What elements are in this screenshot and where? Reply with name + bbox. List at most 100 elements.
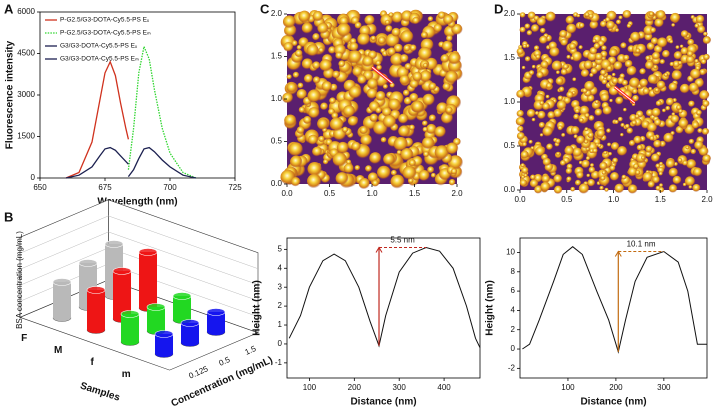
afm-grain bbox=[592, 148, 598, 154]
x-axis-title: Wavelength (nm) bbox=[97, 197, 177, 208]
afm-grain bbox=[526, 30, 533, 36]
afm-grain bbox=[572, 77, 577, 82]
bar bbox=[53, 282, 71, 318]
afm-grain bbox=[673, 51, 683, 60]
concentration-label: 0.125 bbox=[187, 364, 209, 381]
afm-grain bbox=[626, 127, 634, 135]
afm-grain bbox=[562, 63, 569, 70]
afm-grain bbox=[318, 47, 325, 54]
afm-grain bbox=[645, 145, 653, 153]
afm-grain bbox=[516, 132, 525, 141]
x-tick-label: 1.5 bbox=[409, 189, 421, 198]
afm-grain bbox=[369, 152, 382, 165]
afm-grain bbox=[655, 100, 662, 107]
afm-grain bbox=[312, 61, 321, 70]
afm-grain bbox=[633, 135, 642, 145]
afm-grain bbox=[659, 183, 664, 188]
afm-grain bbox=[343, 105, 356, 118]
afm-grain bbox=[332, 152, 348, 167]
bar-top bbox=[138, 248, 158, 256]
x-tick-label: 725 bbox=[228, 183, 242, 192]
afm-grain bbox=[360, 134, 373, 147]
x-tick-label: 200 bbox=[348, 383, 362, 392]
x-tick-label: 2.0 bbox=[451, 189, 463, 198]
afm-grain bbox=[648, 11, 654, 17]
afm-grain bbox=[653, 64, 658, 70]
y-tick-label: 0 bbox=[31, 173, 36, 182]
afm-grain bbox=[531, 24, 540, 33]
wall-grid bbox=[19, 215, 259, 269]
afm-grain bbox=[588, 166, 596, 174]
panel-label: A bbox=[4, 1, 14, 16]
afm-grain bbox=[551, 60, 563, 72]
afm-grain bbox=[547, 111, 556, 120]
afm-grain bbox=[647, 122, 658, 133]
bar-top bbox=[52, 278, 72, 286]
afm-grain bbox=[585, 156, 591, 161]
afm-grain bbox=[655, 163, 661, 169]
afm-grain bbox=[570, 56, 575, 61]
afm-grain bbox=[366, 88, 378, 99]
sample-label: F bbox=[21, 333, 27, 344]
y-tick-label: 2 bbox=[278, 301, 283, 310]
afm-grain bbox=[545, 94, 550, 99]
afm-grain bbox=[343, 163, 354, 174]
bar-top bbox=[172, 292, 192, 300]
afm-grain bbox=[524, 23, 531, 30]
afm-grain bbox=[422, 62, 428, 68]
afm-grain bbox=[622, 9, 632, 19]
afm-grain bbox=[695, 14, 705, 24]
afm-grain bbox=[539, 133, 544, 137]
afm-grain bbox=[542, 157, 551, 167]
afm-image bbox=[515, 9, 712, 195]
afm-grain bbox=[599, 161, 608, 171]
afm-grain bbox=[328, 46, 336, 54]
concentration-label: 1.5 bbox=[244, 344, 258, 357]
y-tick-label: 0.5 bbox=[504, 141, 516, 150]
afm-grain bbox=[589, 72, 594, 78]
series-line bbox=[127, 44, 197, 179]
panel-label: D bbox=[494, 1, 503, 16]
afm-grain bbox=[282, 92, 294, 104]
afm-grain bbox=[434, 145, 449, 160]
afm-grain bbox=[629, 77, 640, 89]
afm-grain bbox=[393, 43, 403, 53]
afm-grain bbox=[675, 45, 680, 50]
afm-grain bbox=[303, 74, 313, 84]
afm-grain bbox=[686, 50, 694, 58]
afm-grain bbox=[296, 126, 305, 135]
afm-grain bbox=[668, 82, 678, 92]
afm-grain bbox=[590, 67, 598, 75]
afm-grain bbox=[702, 154, 712, 164]
afm-grain bbox=[357, 32, 371, 46]
x-tick-label: 300 bbox=[393, 383, 407, 392]
afm-grain bbox=[672, 175, 682, 185]
series-line bbox=[127, 146, 197, 179]
y-tick-label: 4 bbox=[278, 263, 283, 272]
afm-grain bbox=[610, 142, 620, 151]
afm-grain bbox=[517, 125, 524, 133]
afm-grain bbox=[524, 56, 531, 62]
afm-grain bbox=[391, 11, 404, 24]
afm-grain bbox=[657, 166, 665, 174]
afm-grain bbox=[594, 52, 603, 61]
x-tick-label: 0.5 bbox=[561, 195, 573, 204]
bar-top bbox=[104, 240, 124, 248]
afm-grain bbox=[568, 42, 577, 51]
afm-grain bbox=[559, 160, 566, 167]
section-marker-core bbox=[614, 86, 636, 104]
afm-grain bbox=[590, 163, 595, 168]
afm-grain bbox=[671, 70, 683, 81]
sample-label: m bbox=[122, 369, 131, 380]
afm-grain bbox=[312, 33, 320, 41]
afm-grain bbox=[539, 35, 548, 45]
afm-grain bbox=[336, 141, 349, 154]
y-tick-label: 0 bbox=[278, 339, 283, 348]
afm-grain bbox=[385, 25, 393, 33]
afm-grain bbox=[515, 116, 526, 127]
afm-grain bbox=[411, 100, 424, 113]
afm-grain bbox=[321, 81, 333, 92]
afm-grain bbox=[659, 59, 666, 65]
afm-grain bbox=[542, 102, 551, 111]
afm-grain bbox=[652, 175, 660, 184]
